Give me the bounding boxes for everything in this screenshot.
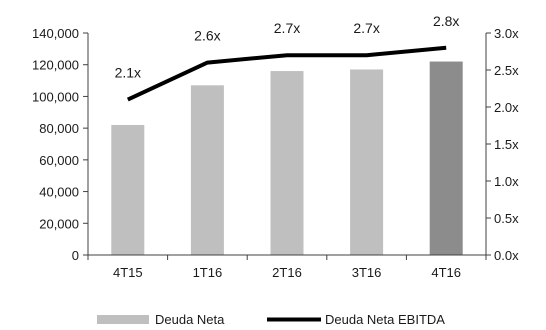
bar-4T15 xyxy=(111,124,145,255)
left-tick-label: 80,000 xyxy=(39,121,79,136)
x-tick-label: 4T16 xyxy=(431,265,461,280)
bar-2T16 xyxy=(270,71,304,255)
axes-layer: 0 20,000 40,000 60,000 80,000 100,000 120,000 1… xyxy=(32,26,519,280)
left-tick-label: 120,000 xyxy=(32,58,79,73)
right-tick-label: 1.5x xyxy=(494,137,519,152)
left-tick-label: 20,000 xyxy=(39,216,79,231)
right-tick-label: 2.0x xyxy=(494,100,519,115)
ratio-data-label: 2.1x xyxy=(115,65,141,81)
x-tick-label: 3T16 xyxy=(352,265,382,280)
bars-layer xyxy=(111,61,463,255)
ratio-data-label: 2.8x xyxy=(433,13,459,29)
bar-4T16 xyxy=(429,61,463,255)
x-tick-label: 1T16 xyxy=(193,265,223,280)
data-labels-layer: 2.1x 2.6x 2.7x 2.7x 2.8x xyxy=(115,13,460,81)
ratio-data-label: 2.7x xyxy=(353,20,379,36)
ratio-line-layer xyxy=(126,45,447,102)
right-tick-label: 0.0x xyxy=(494,248,519,263)
left-tick-label: 40,000 xyxy=(39,185,79,200)
left-tick-label: 60,000 xyxy=(39,153,79,168)
legend-label-line: Deuda Neta EBITDA xyxy=(325,312,445,327)
x-tick-label: 2T16 xyxy=(272,265,302,280)
right-tick-label: 1.0x xyxy=(494,174,519,189)
left-tick-label: 0 xyxy=(72,248,79,263)
left-tick-label: 100,000 xyxy=(32,89,79,104)
bar-3T16 xyxy=(350,69,384,255)
x-tick-label: 4T15 xyxy=(113,265,143,280)
legend: Deuda Neta Deuda Neta EBITDA xyxy=(97,312,445,327)
bar-1T16 xyxy=(190,85,224,255)
ratio-data-label: 2.6x xyxy=(194,28,220,44)
left-tick-label: 140,000 xyxy=(32,26,79,41)
right-tick-label: 2.5x xyxy=(494,63,519,78)
ratio-data-label: 2.7x xyxy=(274,20,300,36)
legend-label-bar: Deuda Neta xyxy=(155,312,225,327)
right-tick-label: 3.0x xyxy=(494,26,519,41)
legend-swatch-bar xyxy=(97,315,149,324)
right-tick-label: 0.5x xyxy=(494,211,519,226)
